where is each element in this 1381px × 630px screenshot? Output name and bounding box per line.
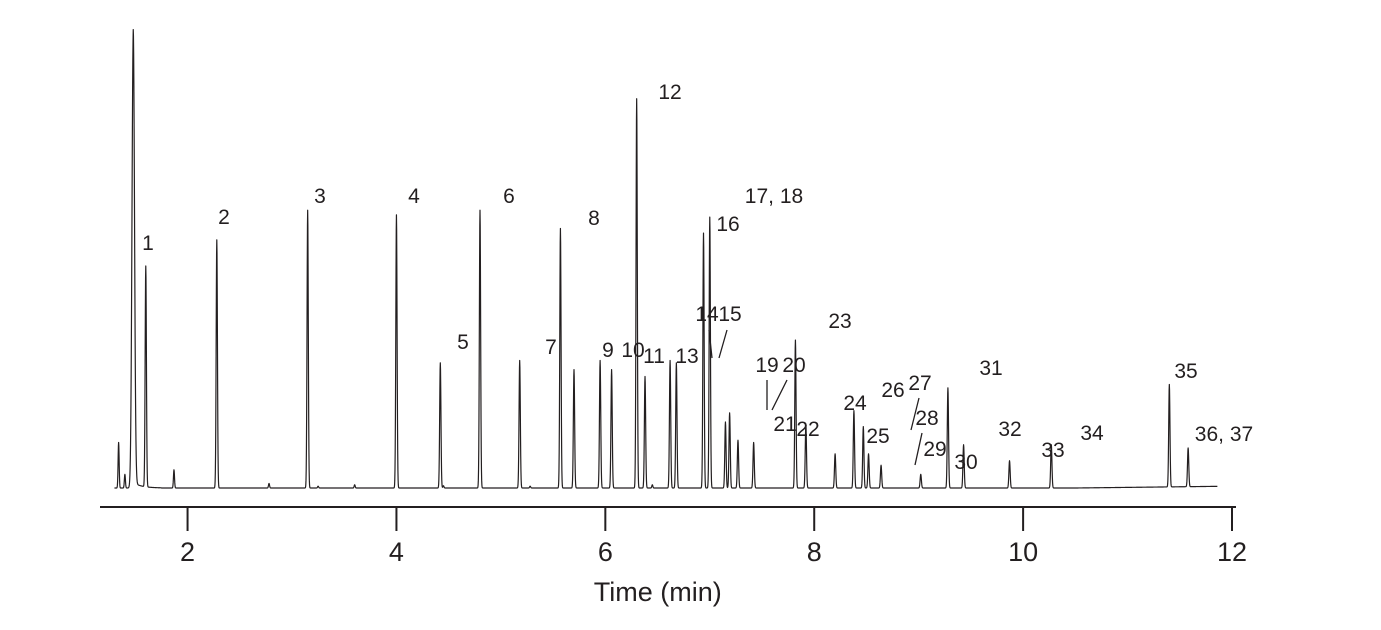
peak-label: 10 bbox=[621, 339, 644, 362]
peak-label: 31 bbox=[979, 357, 1002, 380]
peak-label: 14 bbox=[695, 303, 719, 326]
peak-label: 28 bbox=[915, 407, 938, 430]
peak-label: 1 bbox=[142, 232, 154, 255]
peak-label: 17, 18 bbox=[745, 185, 803, 208]
peak-label: 6 bbox=[503, 185, 515, 208]
peak-label: 26 bbox=[881, 379, 904, 402]
signal-trace bbox=[114, 28, 1218, 489]
x-axis-tick-labels: 2 4 6 8 10 12 bbox=[180, 537, 1247, 567]
peak-label: 2 bbox=[218, 206, 230, 229]
peak-label: 12 bbox=[658, 81, 681, 104]
peak-label: 34 bbox=[1080, 422, 1104, 445]
peak-leader-line bbox=[718, 329, 728, 359]
peak-leader-lines bbox=[708, 329, 923, 466]
x-tick-label: 8 bbox=[807, 537, 822, 567]
peak-label: 32 bbox=[998, 418, 1021, 441]
peak-label: 24 bbox=[843, 392, 867, 415]
peak-label: 5 bbox=[457, 331, 469, 354]
peak-label: 22 bbox=[796, 418, 819, 441]
peak-label: 27 bbox=[908, 372, 931, 395]
peak-leader-line bbox=[708, 329, 713, 359]
peak-label: 20 bbox=[782, 354, 805, 377]
x-tick-label: 4 bbox=[389, 537, 404, 567]
peak-label: 33 bbox=[1041, 439, 1064, 462]
peak-leader-line bbox=[914, 432, 923, 466]
peak-label: 7 bbox=[545, 336, 557, 359]
peak-label: 4 bbox=[408, 185, 420, 208]
peak-label: 36, 37 bbox=[1195, 423, 1253, 446]
x-tick-label: 6 bbox=[598, 537, 613, 567]
x-axis-title: Time (min) bbox=[594, 577, 722, 607]
peak-leader-line bbox=[771, 379, 788, 411]
x-tick-label: 2 bbox=[180, 537, 195, 567]
peak-label: 15 bbox=[718, 303, 741, 326]
x-axis-ticks bbox=[186, 507, 1233, 531]
peak-label: 23 bbox=[828, 310, 851, 333]
peak-label: 29 bbox=[923, 438, 946, 461]
peak-label: 16 bbox=[716, 213, 739, 236]
peak-label: 11 bbox=[643, 345, 665, 368]
peak-label: 35 bbox=[1174, 360, 1197, 383]
peak-label: 21 bbox=[773, 413, 796, 436]
x-tick-label: 10 bbox=[1008, 537, 1038, 567]
peak-label: 25 bbox=[866, 425, 889, 448]
peak-label: 19 bbox=[755, 354, 778, 377]
x-tick-label: 12 bbox=[1217, 537, 1247, 567]
peak-label: 3 bbox=[314, 185, 326, 208]
peak-label: 9 bbox=[602, 339, 614, 362]
peak-label: 13 bbox=[675, 345, 698, 368]
peak-label: 8 bbox=[588, 207, 600, 230]
peak-label: 30 bbox=[954, 451, 977, 474]
peak-leader-line bbox=[910, 397, 920, 431]
